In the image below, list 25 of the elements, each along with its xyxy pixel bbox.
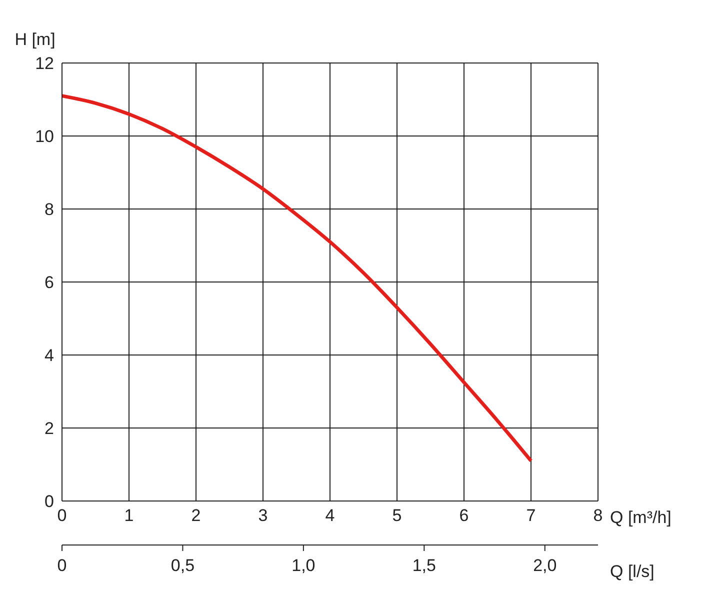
x2-tick-label: 1,0 bbox=[292, 556, 316, 575]
x-tick-label: 2 bbox=[191, 506, 201, 526]
y-tick-label: 10 bbox=[35, 127, 54, 146]
x2-tick-label: 1,5 bbox=[412, 556, 436, 575]
x2-tick-label: 0,5 bbox=[170, 556, 195, 575]
y-axis-title: H [m] bbox=[14, 30, 56, 49]
y-tick-label: 0 bbox=[44, 492, 54, 512]
y-tick-label: 6 bbox=[44, 273, 54, 292]
line-series bbox=[62, 94, 533, 463]
x-axis-title: Q [m³/h] bbox=[610, 508, 672, 528]
x-tick-label: 1 bbox=[124, 506, 134, 526]
y-tick-label: 12 bbox=[35, 54, 54, 74]
x-tick-label: 4 bbox=[325, 506, 335, 526]
x-tick-label: 5 bbox=[392, 506, 402, 526]
y-tick-label: 2 bbox=[44, 419, 54, 438]
x-tick-label: 8 bbox=[593, 506, 603, 526]
x2-axis-title: Q [l/s] bbox=[610, 562, 654, 581]
x-tick-label: 6 bbox=[459, 506, 469, 526]
x-tick-label: 3 bbox=[258, 506, 268, 526]
y-tick-label: 8 bbox=[44, 200, 54, 220]
y-tick-label: 4 bbox=[44, 346, 54, 366]
x2-tick-label: 0 bbox=[57, 556, 67, 575]
x-tick-label: 0 bbox=[57, 506, 67, 526]
x-tick-label: 7 bbox=[526, 506, 536, 526]
x2-tick-label: 2,0 bbox=[533, 556, 557, 575]
